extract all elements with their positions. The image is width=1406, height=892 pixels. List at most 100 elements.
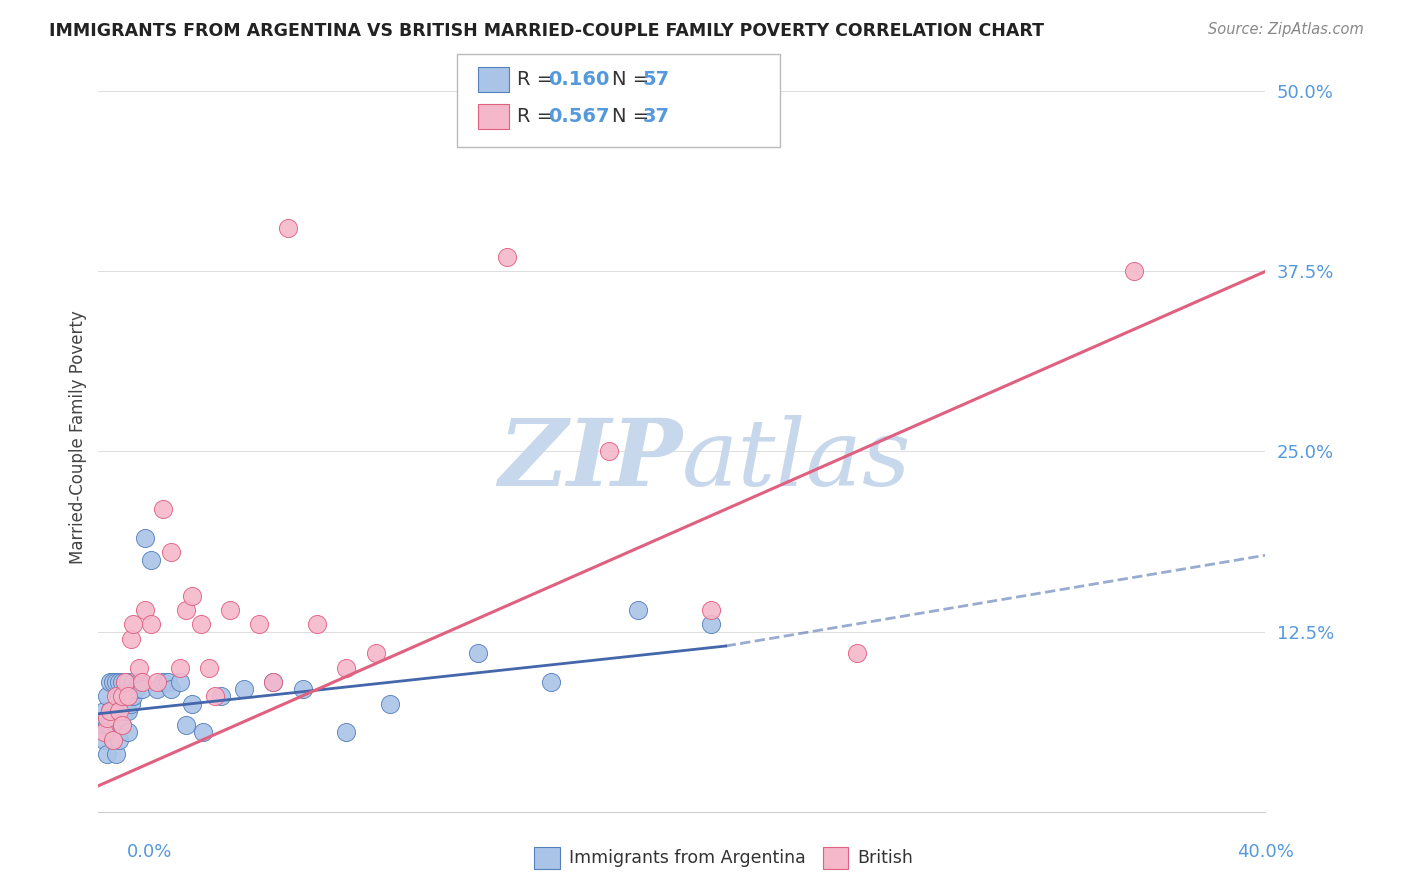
Point bbox=[190, 617, 212, 632]
Point bbox=[467, 646, 489, 660]
Point bbox=[193, 725, 215, 739]
Point bbox=[131, 675, 153, 690]
Point bbox=[247, 617, 270, 632]
Point bbox=[180, 697, 202, 711]
Point bbox=[114, 675, 136, 690]
Point bbox=[93, 732, 115, 747]
Point bbox=[169, 675, 191, 690]
Text: N =: N = bbox=[612, 70, 655, 89]
Text: British: British bbox=[858, 849, 914, 867]
Point bbox=[122, 617, 145, 632]
Text: ZIP: ZIP bbox=[498, 415, 682, 505]
Text: IMMIGRANTS FROM ARGENTINA VS BRITISH MARRIED-COUPLE FAMILY POVERTY CORRELATION C: IMMIGRANTS FROM ARGENTINA VS BRITISH MAR… bbox=[49, 22, 1045, 40]
Text: 0.160: 0.160 bbox=[548, 70, 610, 89]
Text: 40.0%: 40.0% bbox=[1237, 843, 1294, 861]
Text: N =: N = bbox=[612, 107, 655, 127]
Point bbox=[131, 682, 153, 697]
Point bbox=[104, 704, 127, 718]
Point bbox=[291, 682, 314, 697]
Point bbox=[120, 682, 142, 697]
Point bbox=[122, 675, 145, 690]
Point bbox=[96, 718, 118, 732]
Point bbox=[134, 603, 156, 617]
Point bbox=[174, 718, 197, 732]
Point bbox=[335, 660, 357, 674]
Point bbox=[146, 682, 169, 697]
Point bbox=[627, 603, 650, 617]
Text: atlas: atlas bbox=[682, 415, 911, 505]
Point bbox=[111, 690, 134, 704]
Point bbox=[120, 632, 142, 646]
Text: 0.0%: 0.0% bbox=[127, 843, 172, 861]
Point bbox=[114, 675, 136, 690]
Text: R =: R = bbox=[517, 70, 560, 89]
Point bbox=[139, 617, 162, 632]
Point bbox=[174, 603, 197, 617]
Point bbox=[233, 682, 256, 697]
Point bbox=[146, 675, 169, 690]
Point bbox=[152, 502, 174, 516]
Point bbox=[96, 747, 118, 761]
Point bbox=[111, 675, 134, 690]
Point bbox=[117, 675, 139, 690]
Text: 0.567: 0.567 bbox=[548, 107, 610, 127]
Point bbox=[128, 675, 150, 690]
Text: Source: ZipAtlas.com: Source: ZipAtlas.com bbox=[1208, 22, 1364, 37]
Point bbox=[307, 617, 329, 632]
Text: Immigrants from Argentina: Immigrants from Argentina bbox=[569, 849, 806, 867]
Text: 57: 57 bbox=[643, 70, 669, 89]
Point bbox=[700, 603, 723, 617]
Point bbox=[96, 711, 118, 725]
Point bbox=[598, 444, 620, 458]
Point bbox=[101, 704, 124, 718]
Point bbox=[262, 675, 284, 690]
Point bbox=[540, 675, 562, 690]
Point bbox=[104, 675, 127, 690]
Point bbox=[335, 725, 357, 739]
Point bbox=[218, 603, 240, 617]
Point bbox=[125, 682, 148, 697]
Text: R =: R = bbox=[517, 107, 560, 127]
Point bbox=[120, 697, 142, 711]
Point bbox=[122, 690, 145, 704]
Point bbox=[496, 250, 519, 264]
Point bbox=[134, 531, 156, 545]
Point bbox=[209, 690, 232, 704]
Point bbox=[277, 221, 299, 235]
Point bbox=[108, 704, 131, 718]
Point bbox=[117, 725, 139, 739]
Point bbox=[114, 704, 136, 718]
Point bbox=[104, 690, 127, 704]
Point bbox=[152, 675, 174, 690]
Point bbox=[108, 704, 131, 718]
Point bbox=[139, 552, 162, 566]
Point bbox=[169, 660, 191, 674]
Point bbox=[380, 697, 402, 711]
Point bbox=[108, 690, 131, 704]
Point bbox=[114, 690, 136, 704]
Point bbox=[98, 704, 121, 718]
Point bbox=[111, 718, 134, 732]
Point bbox=[160, 545, 183, 559]
Point bbox=[104, 747, 127, 761]
Point bbox=[846, 646, 869, 660]
Point bbox=[101, 732, 124, 747]
Point bbox=[262, 675, 284, 690]
Point bbox=[98, 675, 121, 690]
Point bbox=[111, 690, 134, 704]
Y-axis label: Married-Couple Family Poverty: Married-Couple Family Poverty bbox=[69, 310, 87, 564]
Point bbox=[128, 660, 150, 674]
Point bbox=[108, 675, 131, 690]
Point bbox=[96, 690, 118, 704]
Point bbox=[101, 675, 124, 690]
Point bbox=[1123, 264, 1146, 278]
Point bbox=[117, 690, 139, 704]
Point bbox=[117, 690, 139, 704]
Point bbox=[160, 682, 183, 697]
Point bbox=[204, 690, 226, 704]
Point bbox=[180, 589, 202, 603]
Point bbox=[700, 617, 723, 632]
Point bbox=[98, 704, 121, 718]
Point bbox=[108, 732, 131, 747]
Point bbox=[364, 646, 387, 660]
